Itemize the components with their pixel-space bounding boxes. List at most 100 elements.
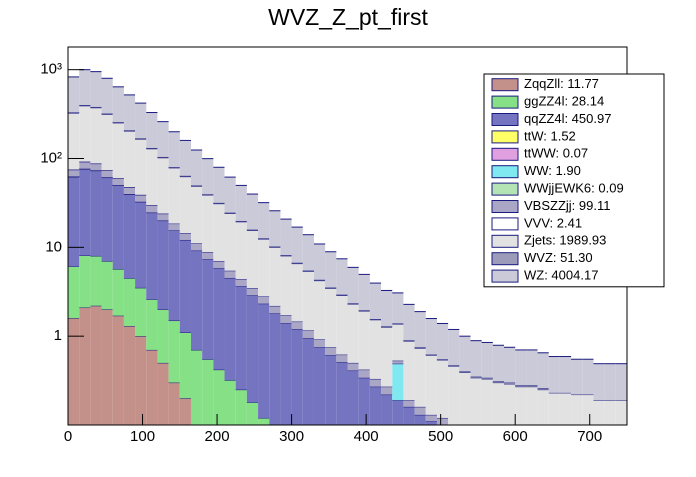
bar — [403, 304, 414, 340]
bar — [247, 402, 258, 425]
bar — [180, 332, 191, 398]
bar — [102, 114, 113, 170]
bar — [213, 370, 224, 425]
bar — [180, 177, 191, 233]
bar — [526, 350, 537, 385]
bar — [157, 363, 168, 425]
bar — [392, 293, 403, 324]
x-tick-label: 200 — [205, 428, 230, 445]
bar — [415, 312, 426, 348]
y-tick-label: 10³ — [40, 61, 62, 78]
bar — [314, 347, 325, 425]
bar — [124, 194, 135, 278]
bar — [102, 170, 113, 177]
bar — [616, 364, 627, 401]
bar — [325, 355, 336, 425]
bar — [549, 357, 560, 393]
bar — [359, 311, 370, 370]
bar — [68, 113, 79, 169]
bar — [269, 313, 280, 425]
bar — [113, 87, 124, 122]
bar — [247, 295, 258, 402]
bar — [213, 204, 224, 261]
legend-label: WWjjEWK6: 0.09 — [524, 181, 624, 196]
bar — [493, 345, 504, 381]
bar — [605, 400, 616, 425]
bar — [90, 306, 101, 425]
bar — [269, 211, 280, 247]
bar — [124, 278, 135, 326]
bar — [146, 149, 157, 206]
bar — [113, 178, 124, 185]
bar — [202, 259, 213, 359]
bar — [392, 364, 403, 401]
bar — [470, 341, 481, 377]
bar — [146, 213, 157, 300]
bar — [348, 371, 359, 425]
bar — [515, 387, 526, 425]
bar — [538, 353, 549, 388]
bar — [169, 224, 180, 231]
bar — [202, 359, 213, 425]
bar — [336, 259, 347, 295]
bar — [448, 329, 459, 365]
bar — [482, 379, 493, 425]
bar — [616, 400, 627, 425]
bar — [113, 316, 124, 425]
bar — [157, 221, 168, 310]
bar — [236, 279, 247, 286]
bar — [437, 418, 448, 425]
bar — [403, 400, 414, 407]
bar — [68, 170, 79, 177]
bar — [392, 324, 403, 361]
bar — [303, 235, 314, 271]
bar — [169, 230, 180, 320]
bar — [146, 205, 157, 212]
bar — [448, 366, 459, 425]
bar — [169, 383, 180, 425]
bar — [258, 239, 269, 296]
legend-label: ttWW: 0.07 — [524, 146, 588, 161]
bar — [236, 185, 247, 221]
bar — [79, 162, 90, 169]
bar — [213, 261, 224, 268]
legend-label: WZ: 4004.17 — [524, 268, 598, 283]
bar — [180, 140, 191, 175]
bar — [415, 407, 426, 415]
bar — [292, 322, 303, 330]
bar — [292, 227, 303, 263]
bar — [157, 158, 168, 214]
bar — [258, 203, 269, 239]
bar — [247, 194, 258, 230]
bar — [90, 171, 101, 256]
bar — [113, 185, 124, 269]
bar — [258, 296, 269, 303]
bar — [269, 247, 280, 306]
bar — [370, 320, 381, 379]
bar — [348, 267, 359, 303]
bar — [605, 364, 616, 401]
bar — [135, 103, 146, 138]
bar — [403, 341, 414, 400]
bar — [247, 230, 258, 288]
bar — [359, 274, 370, 310]
bar — [124, 95, 135, 130]
bar — [314, 281, 325, 340]
legend-label: WW: 1.90 — [524, 163, 581, 178]
bar — [213, 167, 224, 203]
bar — [303, 330, 314, 338]
bar — [124, 187, 135, 194]
bar — [135, 195, 146, 202]
bar — [180, 233, 191, 240]
bar — [90, 72, 101, 107]
bar — [303, 338, 314, 425]
legend-swatch — [492, 218, 518, 230]
bar — [68, 177, 79, 267]
bar — [191, 186, 202, 243]
legend-label: VBSZZjj: 99.11 — [524, 198, 610, 213]
legend-swatch — [492, 79, 518, 91]
bar — [146, 113, 157, 148]
bar — [79, 106, 90, 162]
bar — [582, 359, 593, 394]
